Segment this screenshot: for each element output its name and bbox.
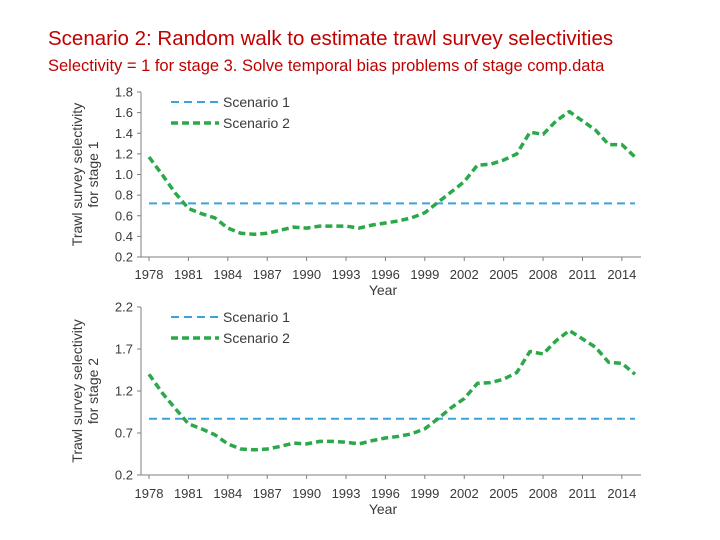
y-tick-label: 1.4	[115, 126, 133, 141]
x-tick-label: 1978	[135, 267, 164, 282]
series-line-scenario-2	[147, 328, 637, 452]
y-axis-title-line1: Trawl survey selectivity	[69, 319, 85, 462]
chart-1: 0.2 0.4 0.6 0.8 1.0 1.2 1.4 1.6 1.8 1978 1981 1984 1…	[69, 85, 641, 298]
x-tick-label: 1990	[292, 486, 321, 501]
y-axis-title-line2: for stage 2	[85, 358, 101, 424]
x-tick-label: 2002	[450, 486, 479, 501]
x-tick-label: 1987	[253, 486, 282, 501]
y-tick-label: 0.4	[115, 229, 133, 244]
x-tick-label: 1981	[174, 486, 203, 501]
y-tick-label: 0.2	[115, 468, 133, 483]
legend-label-scenario-1: Scenario 1	[223, 94, 290, 110]
chart-2: 0.2 0.7 1.2 1.7 2.2 1978 1981 1984 1987 1990 1993 1…	[69, 300, 641, 517]
x-tick-label: 1999	[410, 486, 439, 501]
x-tick-label: 1981	[174, 267, 203, 282]
x-tick-label: 2014	[607, 267, 636, 282]
y-tick-label: 1.0	[115, 167, 133, 182]
legend-label-scenario-1: Scenario 1	[223, 309, 290, 325]
x-tick-label: 2014	[607, 486, 636, 501]
x-tick-label: 1999	[410, 267, 439, 282]
x-tick-label: 2005	[489, 486, 518, 501]
slide-subtitle: Selectivity = 1 for stage 3. Solve tempo…	[48, 57, 605, 75]
x-tick-label: 1984	[213, 267, 242, 282]
y-tick-label: 1.2	[115, 384, 133, 399]
y-axis-title-line1: Trawl survey selectivity	[69, 103, 85, 246]
x-tick-label: 1993	[332, 486, 361, 501]
x-tick-label: 2011	[568, 267, 596, 282]
x-tick-label: 2005	[489, 267, 518, 282]
x-tick-label: 2008	[529, 267, 558, 282]
x-tick-label: 2008	[529, 486, 558, 501]
y-tick-label: 2.2	[115, 300, 133, 315]
y-axis-title-line2: for stage 1	[85, 141, 101, 207]
x-tick-label: 1984	[213, 486, 242, 501]
x-axis-title: Year	[369, 282, 398, 298]
x-tick-label: 1978	[135, 486, 164, 501]
legend-label-scenario-2: Scenario 2	[223, 330, 290, 346]
series-line-scenario-2	[147, 109, 637, 237]
y-tick-label: 1.6	[115, 105, 133, 120]
slide-title: Scenario 2: Random walk to estimate traw…	[48, 27, 614, 50]
y-tick-label: 0.7	[115, 426, 133, 441]
x-tick-label: 2002	[450, 267, 479, 282]
y-tick-label: 0.6	[115, 208, 133, 223]
legend-label-scenario-2: Scenario 2	[223, 115, 290, 131]
x-tick-label: 1990	[292, 267, 321, 282]
y-tick-label: 1.2	[115, 146, 133, 161]
x-tick-label: 1996	[371, 486, 400, 501]
y-tick-label: 1.8	[115, 85, 133, 100]
y-tick-label: 1.7	[115, 342, 133, 357]
y-tick-label: 0.8	[115, 188, 133, 203]
x-tick-label: 1987	[253, 267, 282, 282]
x-axis-title: Year	[369, 501, 398, 517]
x-tick-label: 2011	[568, 486, 596, 501]
x-tick-label: 1996	[371, 267, 400, 282]
x-tick-label: 1993	[332, 267, 361, 282]
y-tick-label: 0.2	[115, 250, 133, 265]
